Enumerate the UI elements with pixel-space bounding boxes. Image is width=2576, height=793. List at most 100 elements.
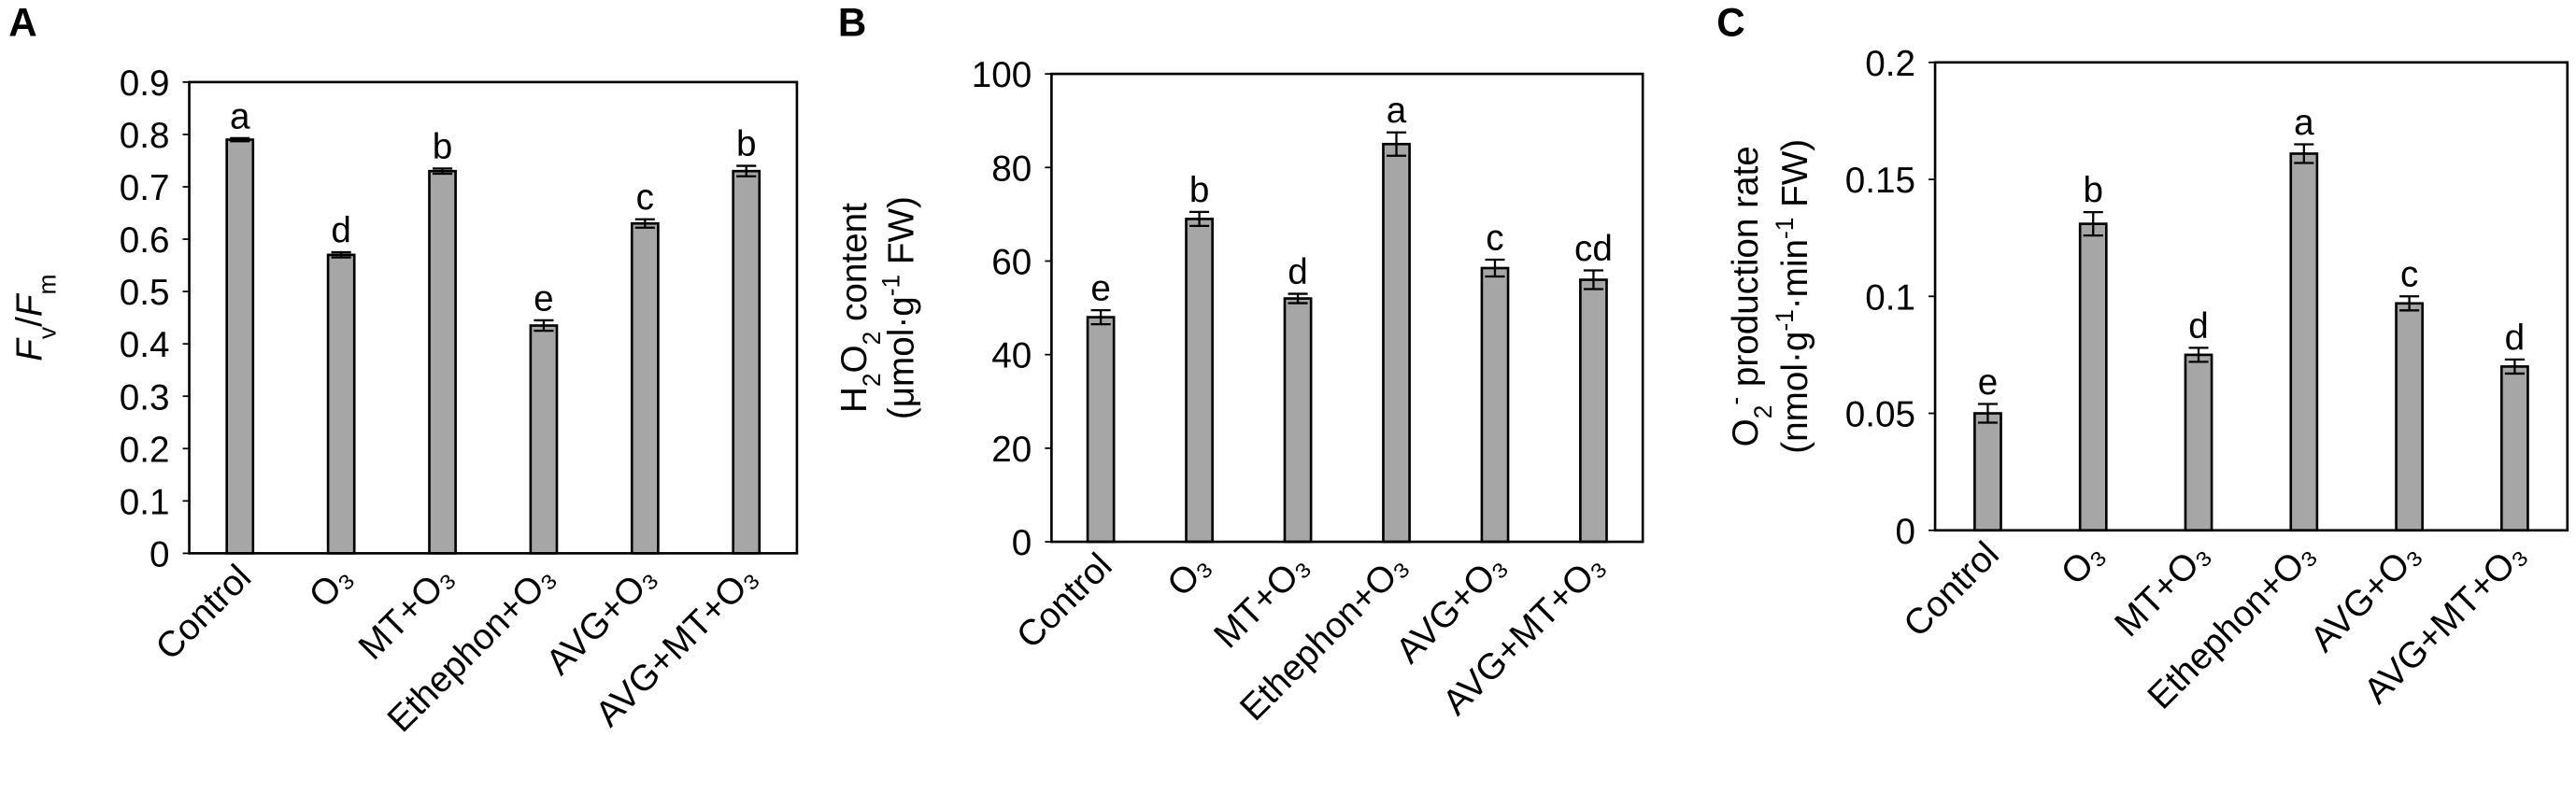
y-tick-label: 0.5 xyxy=(120,273,170,313)
y-tick-label: 0.3 xyxy=(120,377,170,418)
y-tick-label: 0.2 xyxy=(1865,44,1915,84)
y-tick-label: 40 xyxy=(991,336,1032,376)
error-bar xyxy=(2504,358,2525,375)
y-axis-label-part: - xyxy=(1721,397,1749,405)
y-tick-label: 0.1 xyxy=(1865,277,1915,318)
significance-letter: b xyxy=(736,124,757,164)
plot-frame xyxy=(1050,72,1644,544)
error-bar xyxy=(1288,292,1308,304)
significance-letter: c xyxy=(1486,218,1503,258)
error-bar xyxy=(1485,258,1505,278)
error-bar xyxy=(2083,210,2103,237)
y-axis-label-part: ·min xyxy=(1775,239,1815,309)
plot-frame xyxy=(1933,61,2569,532)
y-axis-label-part: -1 xyxy=(877,275,905,296)
y-tick-label: 0 xyxy=(1012,523,1032,563)
bar xyxy=(2500,365,2529,532)
y-axis-label: O2- production rate xyxy=(1721,146,1777,446)
y-axis-label-part: -1 xyxy=(1771,309,1799,331)
y-axis-label-part: production rate xyxy=(1726,146,1766,397)
y-tick-label: 0.15 xyxy=(1845,161,1915,201)
error-bar xyxy=(1090,308,1111,326)
y-tick-label: 80 xyxy=(991,149,1032,189)
significance-letter: b xyxy=(1189,170,1210,210)
x-tick-label: O₃ xyxy=(1160,545,1218,604)
panel-label: C xyxy=(1716,1,1744,45)
error-bar xyxy=(2399,295,2420,312)
bar xyxy=(2184,353,2213,532)
significance-letter: e xyxy=(534,278,554,319)
error-bar xyxy=(2188,347,2209,363)
significance-letter: d xyxy=(1288,252,1308,292)
x-tick-label: O₃ xyxy=(2054,534,2113,593)
bar xyxy=(1480,266,1510,544)
y-axis-label: Fv/Fm xyxy=(9,275,61,361)
y-axis-label-part: / xyxy=(9,317,50,327)
panel-label: B xyxy=(838,1,866,45)
y-axis-label-part: 2 xyxy=(858,332,886,346)
y-axis-label: (nmol·g-1·min-1 FW) xyxy=(1771,139,1815,454)
bar xyxy=(1973,412,2002,532)
bar xyxy=(1579,278,1608,544)
bar xyxy=(1185,218,1214,544)
y-tick-label: 20 xyxy=(991,430,1032,470)
bar xyxy=(732,169,761,555)
significance-letter: d xyxy=(2188,306,2209,347)
error-bar xyxy=(534,319,554,333)
y-axis-label: (μmol·g-1 FW) xyxy=(877,196,922,419)
y-axis-label-part: -1 xyxy=(1771,218,1799,239)
panel-label: A xyxy=(8,1,36,45)
error-bar xyxy=(432,167,453,176)
y-axis-label-part: (μmol·g xyxy=(882,296,922,419)
significance-letter: e xyxy=(1978,362,1999,403)
y-axis-label-part: F xyxy=(9,337,50,361)
y-axis-label-part: H xyxy=(834,387,875,413)
significance-letter: a xyxy=(1387,91,1407,131)
error-bar xyxy=(634,218,655,229)
y-axis-label-part: F xyxy=(9,292,50,317)
y-axis-label-part: content xyxy=(834,203,875,332)
bar xyxy=(630,221,660,555)
y-axis-label-part: v xyxy=(33,326,61,339)
significance-letter: b xyxy=(2083,171,2103,211)
y-axis-label-part: FW) xyxy=(882,196,922,275)
error-bar xyxy=(1977,403,1999,424)
y-axis-label-part: O xyxy=(1726,418,1766,446)
significance-letter: b xyxy=(433,127,453,167)
error-bar xyxy=(736,164,757,177)
error-bar xyxy=(1189,210,1210,228)
y-tick-label: 0.1 xyxy=(120,482,170,522)
y-tick-label: 0.05 xyxy=(1845,395,1915,435)
bar xyxy=(529,324,559,555)
significance-letter: d xyxy=(331,211,351,251)
y-axis-label-part: O xyxy=(834,345,875,373)
y-axis-label-part: (nmol·g xyxy=(1775,332,1815,454)
bar xyxy=(1382,142,1411,544)
bar xyxy=(1086,316,1116,544)
significance-letter: a xyxy=(2294,103,2314,143)
error-bar xyxy=(230,136,250,143)
significance-letter: cd xyxy=(1574,229,1613,269)
y-tick-label: 100 xyxy=(972,55,1032,95)
plot-frame xyxy=(188,80,799,555)
error-bar xyxy=(1386,131,1407,157)
y-axis-label-part: m xyxy=(33,275,61,295)
y-tick-label: 0.8 xyxy=(120,116,170,156)
y-tick-label: 0.6 xyxy=(120,220,170,261)
y-tick-label: 0.7 xyxy=(120,168,170,208)
significance-letter: e xyxy=(1090,269,1111,309)
bar xyxy=(2078,222,2108,532)
y-axis-label-part: FW) xyxy=(1775,139,1815,218)
y-tick-label: 60 xyxy=(991,243,1032,283)
y-tick-label: 0 xyxy=(1895,512,1915,552)
error-bar xyxy=(1583,269,1603,290)
y-axis-label-part: 2 xyxy=(858,373,886,387)
bar xyxy=(2289,152,2319,532)
significance-letter: a xyxy=(230,96,250,136)
y-tick-label: 0.4 xyxy=(120,325,170,365)
y-axis-label-part: 2 xyxy=(1749,405,1777,419)
significance-letter: c xyxy=(636,177,654,218)
x-tick-label: O₃ xyxy=(302,557,361,616)
